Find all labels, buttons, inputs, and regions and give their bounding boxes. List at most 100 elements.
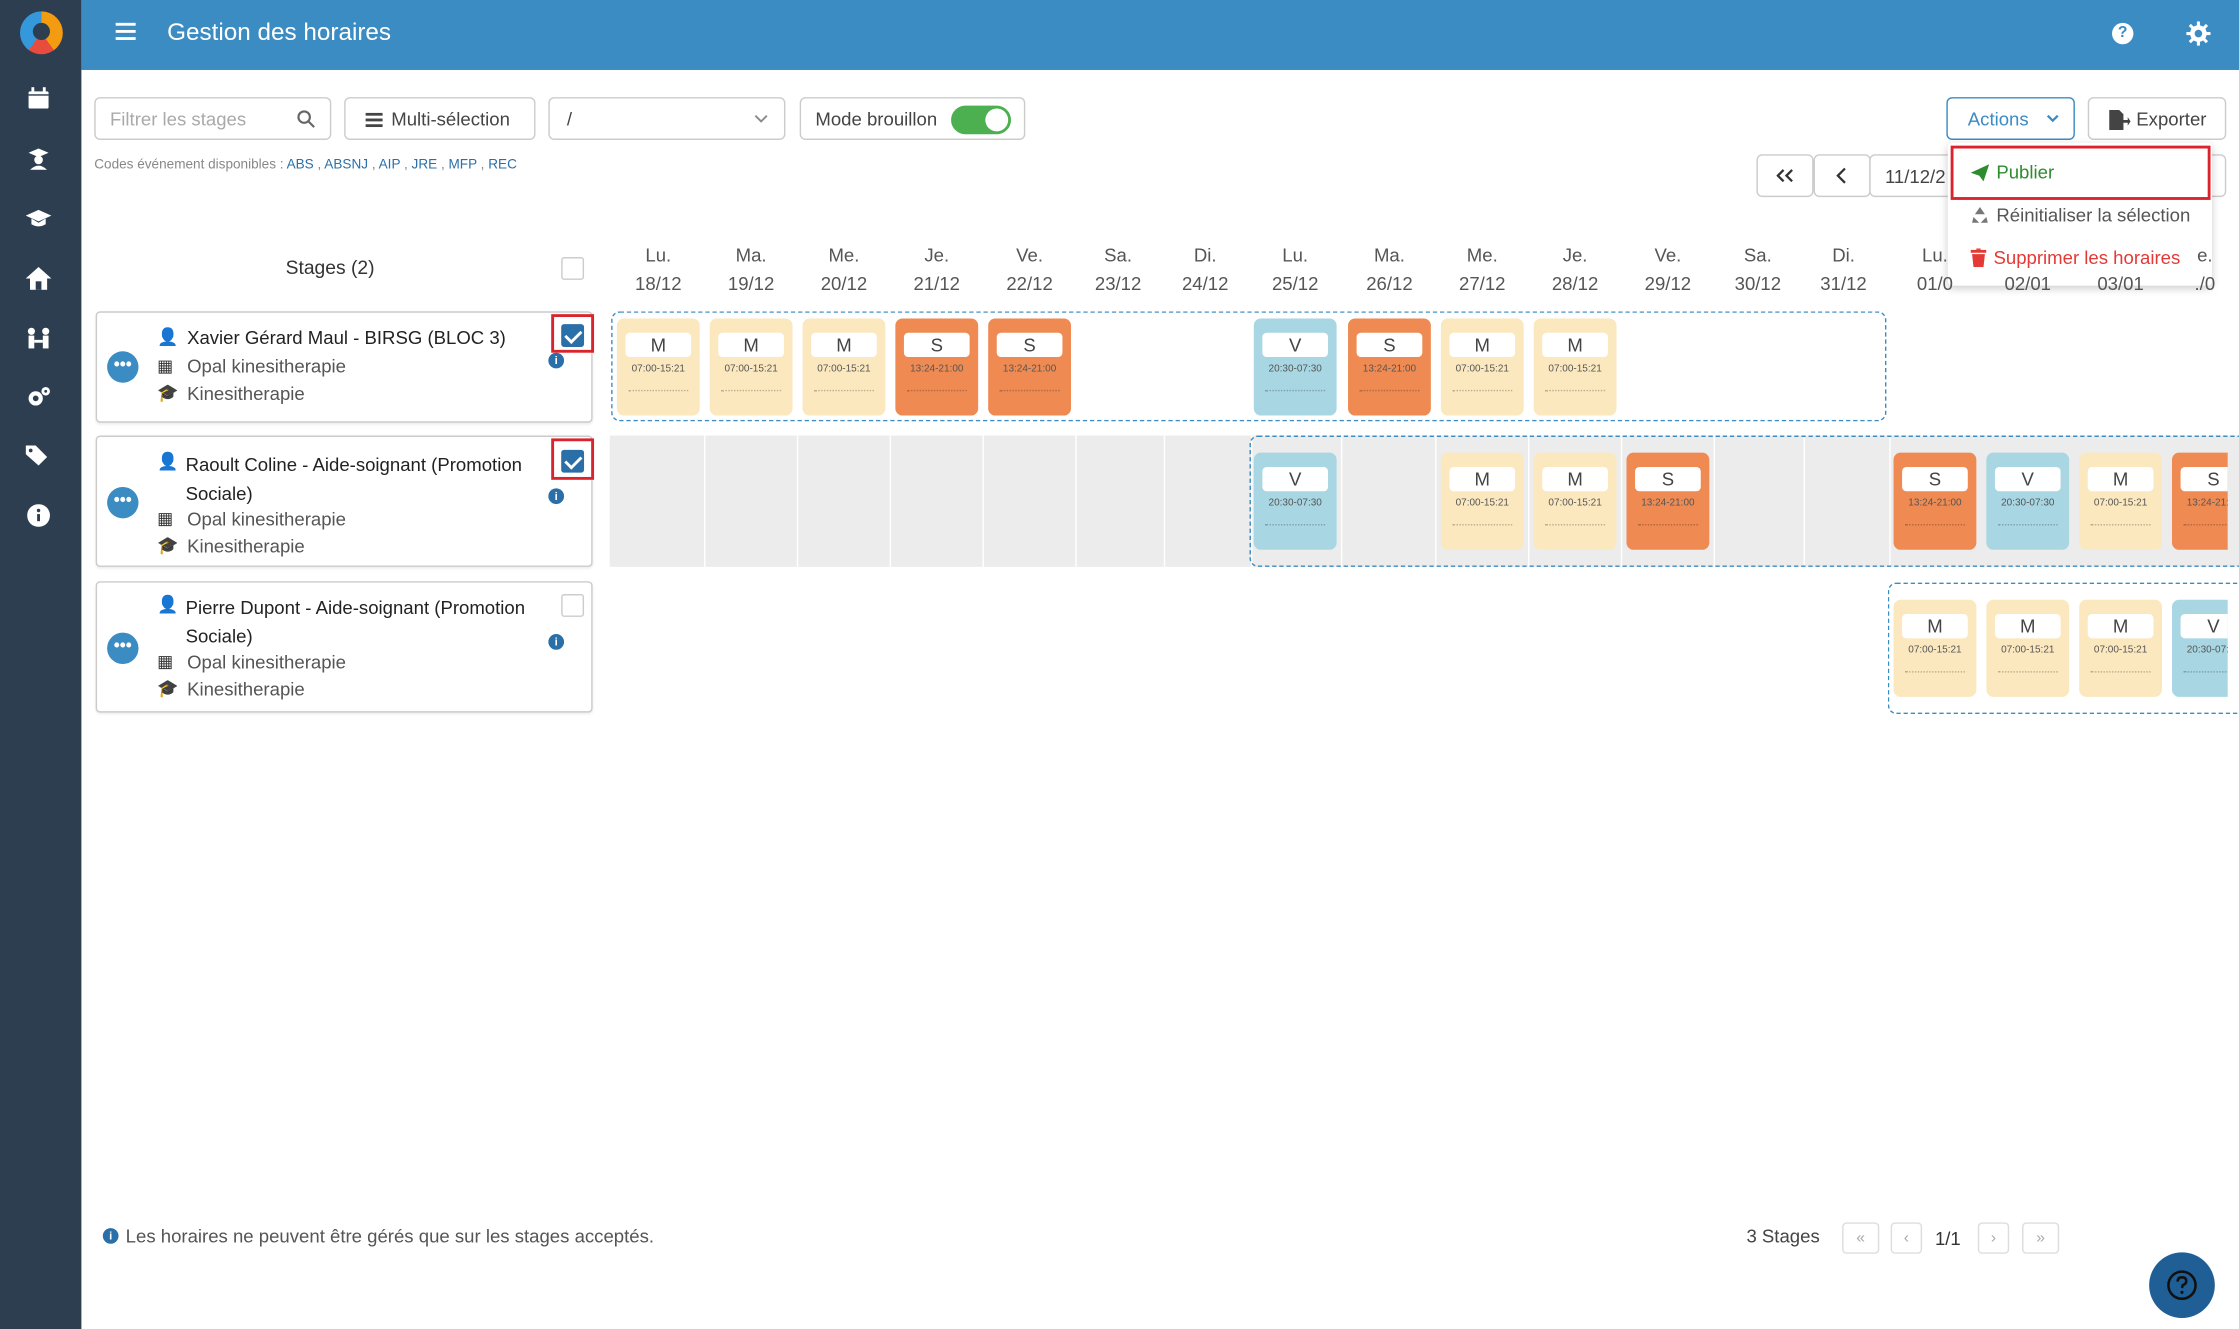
shift-block[interactable]: S 13:24-21:00	[1626, 452, 1710, 550]
shift-divider	[1545, 524, 1606, 526]
shift-block[interactable]: S 13:24-21:00	[895, 318, 979, 416]
publish-menu-item[interactable]: Publier	[1970, 161, 2054, 183]
stage-checkbox[interactable]	[561, 449, 585, 473]
shift-time: 20:30-07:30	[2001, 498, 2055, 509]
reset-selection-menu-item[interactable]: Réinitialiser la sélection	[1971, 204, 2190, 226]
more-options-icon[interactable]: •••	[107, 632, 139, 665]
page-title: Gestion des horaires	[167, 18, 392, 46]
day-divider	[796, 435, 799, 567]
shift-block[interactable]: S 13:24-21:00	[1348, 318, 1431, 416]
stage-card[interactable]: ••• 👤 Pierre Dupont - Aide-soignant (Prom…	[95, 581, 593, 713]
info-icon[interactable]: i	[548, 488, 565, 505]
multi-selection-button[interactable]: Multi-sélection	[344, 97, 536, 140]
people-exchange-icon[interactable]	[23, 323, 54, 354]
graduation-cap-icon[interactable]	[23, 203, 54, 234]
shift-block[interactable]: S 13:24-21:00	[2171, 452, 2228, 550]
shift-block[interactable]: M 07:00-15:21	[1440, 452, 1524, 550]
stage-name: Raoult Coline - Aide-soignant (Promotion…	[185, 454, 522, 505]
app-logo[interactable]	[19, 11, 63, 55]
shift-block[interactable]: S 13:24-21:00	[1893, 452, 1977, 550]
shift-divider	[1904, 524, 1965, 526]
home-icon[interactable]	[23, 263, 54, 294]
next-page-icon[interactable]: ›	[1977, 1222, 2010, 1254]
student-icon[interactable]	[23, 143, 54, 174]
page-indicator: 1/1	[1934, 1228, 1961, 1250]
actions-button[interactable]: Actions	[1946, 97, 2075, 140]
first-page-icon[interactable]: «	[1842, 1222, 1880, 1254]
stage-place: Opal kinesitherapie	[187, 355, 346, 377]
shift-block[interactable]: M 07:00-15:21	[709, 318, 793, 416]
day-divider	[1435, 435, 1437, 567]
info-circle-icon[interactable]	[23, 500, 54, 531]
shift-block[interactable]: M 07:00-15:21	[2079, 452, 2162, 550]
cogs-icon[interactable]	[23, 381, 54, 412]
info-icon[interactable]: i	[548, 352, 565, 369]
shift-block[interactable]: M 07:00-15:21	[2079, 599, 2162, 697]
shift-block[interactable]: V 20:30-07:30	[2171, 599, 2228, 697]
shift-block[interactable]: V 20:30-07:30	[1253, 318, 1337, 416]
question-circle-icon	[2167, 1270, 2197, 1301]
period-select[interactable]: /	[548, 97, 786, 140]
more-options-icon[interactable]: •••	[107, 486, 139, 519]
shift-code: V	[1262, 332, 1329, 357]
day-header: e. ./0	[2171, 241, 2239, 298]
stage-field: Kinesitherapie	[187, 678, 305, 700]
shift-time: 13:24-21:00	[1362, 364, 1417, 375]
day-divider	[1527, 435, 1530, 567]
day-header: Di. 24/12	[1162, 241, 1248, 298]
shift-block[interactable]: M 07:00-15:21	[1893, 599, 1977, 697]
export-button[interactable]: Exporter	[2087, 97, 2227, 140]
day-date: 26/12	[1366, 272, 1413, 295]
help-icon[interactable]: ?	[2112, 22, 2134, 45]
previous-week-button[interactable]	[1813, 154, 1871, 198]
shift-block[interactable]: M 07:00-15:21	[616, 318, 700, 416]
gear-icon[interactable]	[2186, 21, 2211, 46]
help-button[interactable]	[2149, 1252, 2215, 1319]
info-icon[interactable]: i	[548, 634, 565, 650]
shift-divider	[1452, 524, 1513, 526]
schedule-group	[1249, 435, 2239, 567]
first-page-button[interactable]	[1756, 154, 1814, 198]
stage-card[interactable]: ••• 👤 Xavier Gérard Maul - BIRSG (BLOC 3)…	[95, 311, 593, 423]
shift-divider	[999, 389, 1060, 392]
menu-icon[interactable]	[115, 22, 136, 40]
stage-checkbox[interactable]	[561, 594, 585, 617]
prev-page-icon[interactable]: ‹	[1890, 1222, 1923, 1254]
day-header: Lu. 18/12	[615, 241, 701, 298]
last-page-icon[interactable]: »	[2022, 1222, 2060, 1254]
shift-block[interactable]: M 07:00-15:21	[802, 318, 886, 416]
day-date: 22/12	[1006, 272, 1053, 295]
shift-block[interactable]: V 20:30-07:30	[1986, 452, 2070, 550]
shift-time: 07:00-15:21	[817, 364, 871, 375]
student-icon: 👤	[157, 451, 179, 472]
draft-mode-switch[interactable]	[951, 105, 1012, 135]
tags-icon[interactable]	[23, 440, 54, 471]
shift-time: 07:00-15:21	[1908, 645, 1962, 656]
shift-block[interactable]: V 20:30-07:30	[1253, 452, 1337, 550]
stage-field: Kinesitherapie	[187, 382, 305, 405]
select-all-checkbox[interactable]	[561, 257, 585, 280]
delete-schedules-menu-item[interactable]: Supprimer les horaires	[1970, 247, 2180, 268]
search-icon	[297, 110, 315, 128]
shift-code: M	[1449, 332, 1516, 357]
day-date: 25/12	[1271, 272, 1319, 295]
shift-block[interactable]: M 07:00-15:21	[1440, 318, 1524, 416]
filter-stages-input[interactable]: Filtrer les stages	[94, 97, 332, 140]
shift-code: V	[1262, 466, 1329, 492]
stage-checkbox[interactable]	[561, 324, 585, 348]
shift-block[interactable]: M 07:00-15:21	[1533, 318, 1617, 416]
shift-block[interactable]: S 13:24-21:00	[988, 318, 1071, 416]
stage-name: Pierre Dupont - Aide-soignant (Promotion…	[185, 596, 526, 647]
stage-place: Opal kinesitherapie	[187, 508, 346, 530]
calendar-icon[interactable]	[23, 83, 54, 114]
day-name: Lu.	[1922, 244, 1948, 266]
day-header: Lu. 25/12	[1252, 241, 1338, 298]
shift-divider	[1452, 389, 1513, 392]
shift-block[interactable]: M 07:00-15:21	[1533, 452, 1617, 550]
day-divider	[1163, 435, 1166, 567]
stage-card[interactable]: ••• 👤 Raoult Coline - Aide-soignant (Prom…	[95, 435, 593, 567]
shift-divider	[2090, 671, 2151, 673]
more-options-icon[interactable]: •••	[107, 351, 139, 383]
shift-block[interactable]: M 07:00-15:21	[1986, 599, 2070, 697]
sidebar	[0, 0, 82, 1329]
